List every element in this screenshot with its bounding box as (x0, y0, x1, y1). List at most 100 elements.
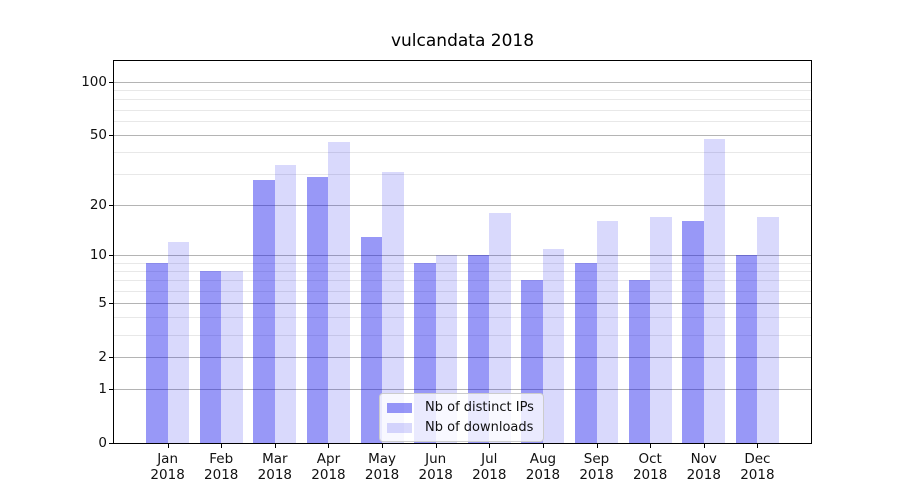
x-tick-label-year-mar-2018: 2018 (257, 466, 293, 483)
legend-label-downloads: Nb of downloads (425, 420, 534, 435)
x-tick-label-year-nov-2018: 2018 (686, 466, 721, 483)
x-tick-label-year-sep-2018: 2018 (579, 466, 614, 483)
x-tick-label-month-oct-2018: Oct (638, 451, 662, 467)
chart-title: vulcandata 2018 (390, 31, 535, 51)
gridline-major-50 (114, 135, 811, 137)
legend-row-downloads: Nb of downloads (387, 420, 534, 435)
x-tick-label-month-jul-2018: Jul (481, 451, 498, 467)
x-tick-feb-2018 (221, 444, 223, 448)
gridline-minor-9 (114, 262, 811, 264)
gridline-minor-4 (114, 317, 811, 319)
x-tick-label-year-jan-2018: 2018 (150, 466, 185, 483)
bar-nb-of-downloads-may-2018 (382, 171, 404, 443)
y-tick-label-100: 100 (81, 73, 107, 90)
gridline-major-10 (114, 255, 811, 257)
gridline-major-1 (114, 388, 811, 390)
bar-nb-of-distinct-ips-oct-2018 (628, 280, 651, 443)
x-tick-jun-2018 (435, 444, 437, 448)
y-tick-50 (109, 135, 114, 137)
bar-nb-of-downloads-nov-2018 (703, 138, 726, 443)
x-tick-label-month-apr-2018: Apr (316, 451, 341, 467)
x-tick-apr-2018 (328, 444, 330, 448)
bar-nb-of-downloads-dec-2018 (757, 216, 779, 443)
bar-nb-of-distinct-ips-nov-2018 (682, 221, 704, 443)
legend-swatch-distinct-ips (387, 402, 412, 413)
x-tick-label-month-nov-2018: Nov (690, 451, 717, 467)
gridline-minor-8 (114, 271, 811, 273)
x-tick-label-year-jun-2018: 2018 (418, 466, 453, 483)
gridline-major-5 (114, 302, 811, 304)
x-tick-mar-2018 (274, 444, 276, 448)
x-tick-label-month-feb-2018: Feb (209, 451, 234, 467)
y-tick-label-10: 10 (89, 247, 107, 264)
gridline-minor-70 (114, 109, 811, 111)
x-tick-label-apr-2018: Apr 2018 (293, 451, 363, 483)
bar-nb-of-downloads-aug-2018 (542, 248, 565, 443)
gridline-minor-40 (114, 152, 811, 154)
y-tick-label-20: 20 (89, 196, 107, 213)
x-tick-label-year-may-2018: 2018 (364, 466, 400, 483)
y-tick-label-1: 1 (98, 380, 107, 397)
x-tick-label-month-mar-2018: Mar (262, 451, 288, 467)
y-tick-label-2: 2 (98, 349, 107, 366)
gridline-major-100 (114, 81, 811, 83)
x-tick-label-month-jan-2018: Jan (157, 451, 179, 467)
bar-nb-of-distinct-ips-feb-2018 (199, 271, 222, 443)
bar-nb-of-downloads-jan-2018 (167, 242, 190, 443)
x-tick-label-year-apr-2018: 2018 (311, 466, 346, 483)
x-tick-label-jul-2018: Jul 2018 (454, 451, 524, 483)
x-tick-label-aug-2018: Aug 2018 (508, 451, 578, 483)
x-tick-label-year-oct-2018: 2018 (632, 466, 668, 483)
y-tick-10 (109, 255, 114, 257)
gridline-minor-60 (114, 121, 811, 123)
x-tick-label-year-jul-2018: 2018 (472, 466, 507, 483)
y-tick-5 (109, 302, 114, 304)
gridline-minor-7 (114, 280, 811, 282)
x-tick-label-year-dec-2018: 2018 (740, 466, 775, 483)
bar-nb-of-downloads-sep-2018 (596, 221, 619, 443)
x-tick-may-2018 (382, 444, 384, 448)
gridline-minor-6 (114, 290, 811, 292)
x-tick-label-jun-2018: Jun 2018 (401, 451, 471, 483)
gridline-major-20 (114, 204, 811, 206)
legend-row-distinct-ips: Nb of distinct IPs (387, 400, 534, 415)
legend-label-distinct-ips: Nb of distinct IPs (425, 400, 534, 415)
x-tick-label-month-may-2018: May (368, 451, 397, 467)
plot-area (113, 60, 812, 444)
x-tick-label-jan-2018: Jan 2018 (133, 451, 203, 483)
legend-swatch-downloads (387, 422, 412, 433)
x-tick-dec-2018 (757, 444, 759, 448)
y-tick-label-0: 0 (98, 435, 107, 451)
x-tick-label-month-dec-2018: Dec (744, 451, 771, 467)
x-tick-nov-2018 (703, 444, 705, 448)
bar-nb-of-distinct-ips-dec-2018 (735, 255, 758, 443)
x-tick-sep-2018 (596, 444, 598, 448)
bar-nb-of-downloads-oct-2018 (650, 216, 672, 443)
gridline-minor-80 (114, 99, 811, 101)
legend: Nb of distinct IPs Nb of downloads (379, 393, 544, 442)
y-tick-1 (109, 388, 114, 390)
x-tick-label-nov-2018: Nov 2018 (669, 451, 739, 483)
bar-nb-of-downloads-mar-2018 (274, 164, 297, 443)
y-tick-2 (109, 357, 114, 359)
x-tick-jul-2018 (489, 444, 491, 448)
bar-nb-of-downloads-jul-2018 (489, 212, 511, 443)
y-tick-0 (109, 443, 114, 444)
x-tick-label-may-2018: May 2018 (347, 451, 417, 483)
gridline-minor-3 (114, 334, 811, 336)
gridline-minor-90 (114, 90, 811, 92)
y-tick-label-50: 50 (89, 127, 107, 144)
x-tick-label-year-aug-2018: 2018 (525, 466, 561, 483)
y-tick-20 (109, 204, 114, 206)
bar-nb-of-downloads-apr-2018 (328, 141, 350, 443)
y-tick-label-5: 5 (98, 294, 107, 311)
bar-nb-of-distinct-ips-sep-2018 (575, 262, 597, 443)
y-tick-100 (109, 81, 114, 83)
x-tick-label-feb-2018: Feb 2018 (186, 451, 256, 483)
bar-nb-of-downloads-feb-2018 (221, 271, 243, 443)
bar-nb-of-distinct-ips-apr-2018 (306, 176, 329, 443)
bar-nb-of-distinct-ips-jan-2018 (146, 262, 168, 443)
x-tick-label-mar-2018: Mar 2018 (240, 451, 310, 483)
x-tick-jan-2018 (167, 444, 169, 448)
